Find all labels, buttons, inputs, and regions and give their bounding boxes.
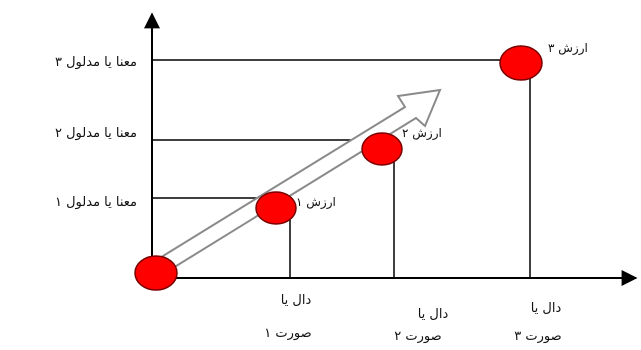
- y-label-1: معنا یا مدلول ۱: [55, 195, 137, 210]
- x-label-1-line1: دال یا: [281, 293, 312, 308]
- y-label-2: معنا یا مدلول ۲: [55, 126, 137, 141]
- x-label-1-line2: صورت ۱: [264, 326, 311, 341]
- value-node-3-label: ارزش ۳: [548, 41, 588, 56]
- origin-node: [135, 256, 177, 290]
- value-node-1-label: ارزش ۱: [296, 195, 336, 210]
- value-node-2: [362, 133, 402, 165]
- value-node-1: [256, 192, 296, 224]
- x-label-2-line1: دال یا: [418, 307, 449, 322]
- value-node-2-label: ارزش ۲: [402, 126, 442, 141]
- y-label-3: معنا یا مدلول ۳: [55, 55, 137, 70]
- progress-arrow: [150, 90, 440, 276]
- x-label-3-line1: دال یا: [531, 301, 562, 316]
- x-label-2-line2: صورت ۲: [394, 329, 441, 344]
- value-node-3: [500, 46, 542, 80]
- x-label-3-line2: صورت ۳: [514, 329, 561, 344]
